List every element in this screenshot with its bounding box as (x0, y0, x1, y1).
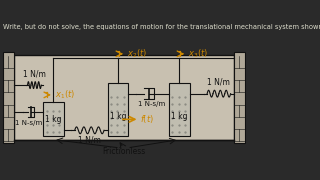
Text: 1 kg: 1 kg (171, 112, 188, 121)
Bar (43, 102, 64, 136)
Bar (14, 55, 234, 140)
Text: 1 kg: 1 kg (110, 112, 126, 121)
Text: 1 N/m: 1 N/m (23, 69, 46, 78)
Text: 1 N-s/m: 1 N-s/m (15, 120, 42, 126)
Text: Write, but do not solve, the equations of motion for the translational mechanica: Write, but do not solve, the equations o… (3, 24, 320, 30)
Text: $x_1(t)$: $x_1(t)$ (55, 89, 75, 101)
Text: 1 N-s/m: 1 N-s/m (138, 102, 165, 107)
Text: $x_3(t)$: $x_3(t)$ (188, 48, 208, 60)
Bar (108, 83, 128, 136)
Bar (3, 52, 14, 143)
Bar (234, 52, 244, 143)
Text: Frictionless: Frictionless (102, 147, 145, 156)
Text: 1 N/m: 1 N/m (78, 136, 101, 145)
Text: 1 N/m: 1 N/m (207, 78, 230, 87)
Text: $x_2(t)$: $x_2(t)$ (127, 48, 147, 60)
Bar (169, 83, 189, 136)
Text: 1 kg: 1 kg (45, 115, 61, 124)
Text: $f(t)$: $f(t)$ (140, 113, 154, 125)
